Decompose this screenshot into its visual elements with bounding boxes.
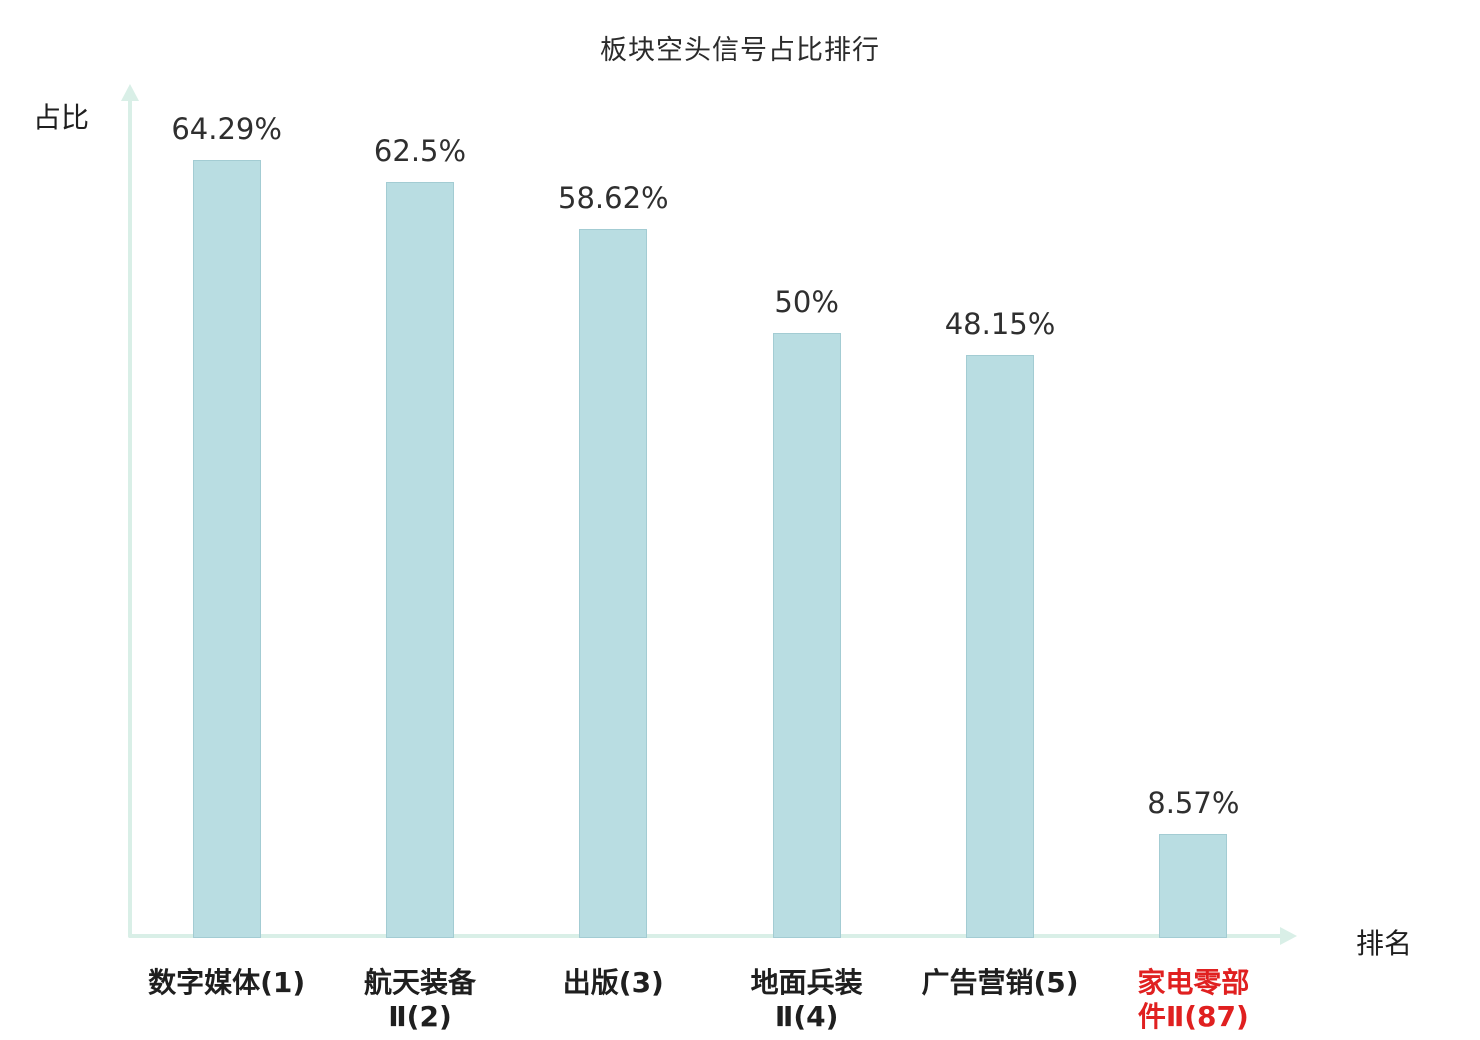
y-axis-label: 占比 — [33, 101, 90, 134]
x-axis-label: 排名 — [1356, 927, 1413, 960]
x-axis-line — [128, 934, 1282, 938]
x-axis-arrow-icon — [1280, 927, 1297, 945]
bar-category-label: 数字媒体(1) — [148, 966, 306, 999]
y-axis-line — [128, 98, 132, 938]
bar — [1159, 834, 1228, 938]
bar-category-label: 家电零部 件Ⅱ(87) — [1137, 966, 1250, 1033]
bar-value-label: 58.62% — [558, 180, 669, 215]
bar-category-label: 出版(3) — [562, 966, 664, 999]
bar — [192, 160, 261, 938]
bar-value-label: 48.15% — [944, 307, 1056, 342]
bar — [386, 181, 454, 938]
bar-value-label: 62.5% — [373, 133, 467, 168]
bar — [772, 332, 841, 938]
bar-value-label: 50% — [774, 284, 839, 319]
y-axis-arrow-icon — [121, 84, 139, 101]
bar — [579, 228, 648, 938]
chart-title: 板块空头信号占比排行 — [600, 35, 880, 66]
bar-category-label: 地面兵装 Ⅱ(4) — [750, 966, 863, 1033]
bar-value-label: 8.57% — [1147, 786, 1240, 821]
bar-category-label: 广告营销(5) — [921, 966, 1079, 999]
bar-category-label: 航天装备 Ⅱ(2) — [363, 966, 476, 1033]
bar — [966, 355, 1034, 938]
bar-value-label: 64.29% — [171, 112, 282, 146]
